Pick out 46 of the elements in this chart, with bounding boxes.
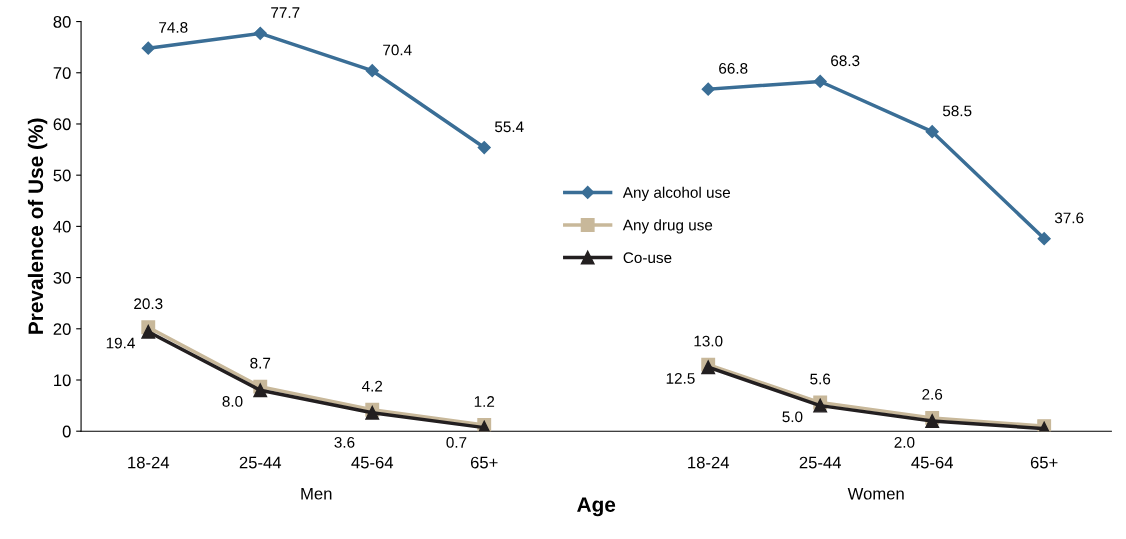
y-tick-label: 50 (53, 169, 71, 182)
x-tick-label: 45-64 (911, 456, 954, 469)
x-tick-label: 65+ (1030, 456, 1058, 469)
legend-label: Any drug use (622, 219, 713, 234)
data-label: 77.7 (271, 7, 300, 18)
y-tick-label: 40 (53, 220, 71, 233)
data-label: 55.4 (494, 121, 524, 133)
y-tick-label: 80 (53, 15, 71, 28)
y-tick-label: 10 (54, 374, 71, 387)
x-tick-label: 18-24 (688, 456, 730, 469)
x-tick-label: 45-64 (351, 456, 394, 469)
y-axis-title: Prevalence of Use (%) (27, 118, 48, 334)
y-tick-label: 0 (62, 425, 71, 438)
data-label: 5.6 (810, 373, 831, 385)
x-tick-label: 65+ (470, 456, 498, 469)
y-tick-label: 30 (53, 271, 71, 284)
data-label: 8.7 (250, 357, 271, 369)
x-axis-title: Age (577, 497, 616, 517)
data-label: 2.6 (922, 388, 943, 400)
data-label: 13.0 (694, 335, 723, 347)
x-tick-label: 18-24 (128, 456, 170, 469)
data-label: 0.7 (446, 436, 467, 448)
data-label: 68.3 (831, 55, 860, 67)
data-label: 3.6 (334, 436, 355, 448)
data-label: 1.2 (474, 396, 495, 407)
text: Women (847, 487, 904, 500)
data-label: 37.6 (1054, 212, 1084, 224)
legend-label: Any alcohol use (622, 186, 731, 201)
data-label: 12.5 (666, 372, 695, 384)
data-label: 4.2 (361, 380, 383, 392)
data-label: 74.8 (159, 22, 188, 33)
legend-label: Co-use (623, 252, 672, 264)
x-tick-label: 25-44 (799, 456, 842, 469)
data-label: 5.0 (782, 411, 803, 423)
text: Men (301, 487, 332, 500)
data-label: 2.0 (894, 436, 915, 448)
data-label: 58.5 (942, 105, 972, 117)
y-tick-label: 70 (53, 67, 71, 79)
data-label: 8.0 (222, 396, 243, 407)
data-label: 66.8 (719, 62, 748, 74)
data-label: 70.4 (383, 44, 412, 56)
y-tick-label: 20 (53, 323, 71, 335)
data-label: 19.4 (106, 337, 135, 349)
data-label: 20.3 (134, 298, 163, 310)
y-tick-label: 60 (53, 118, 71, 131)
x-tick-label: 25-44 (239, 456, 282, 469)
